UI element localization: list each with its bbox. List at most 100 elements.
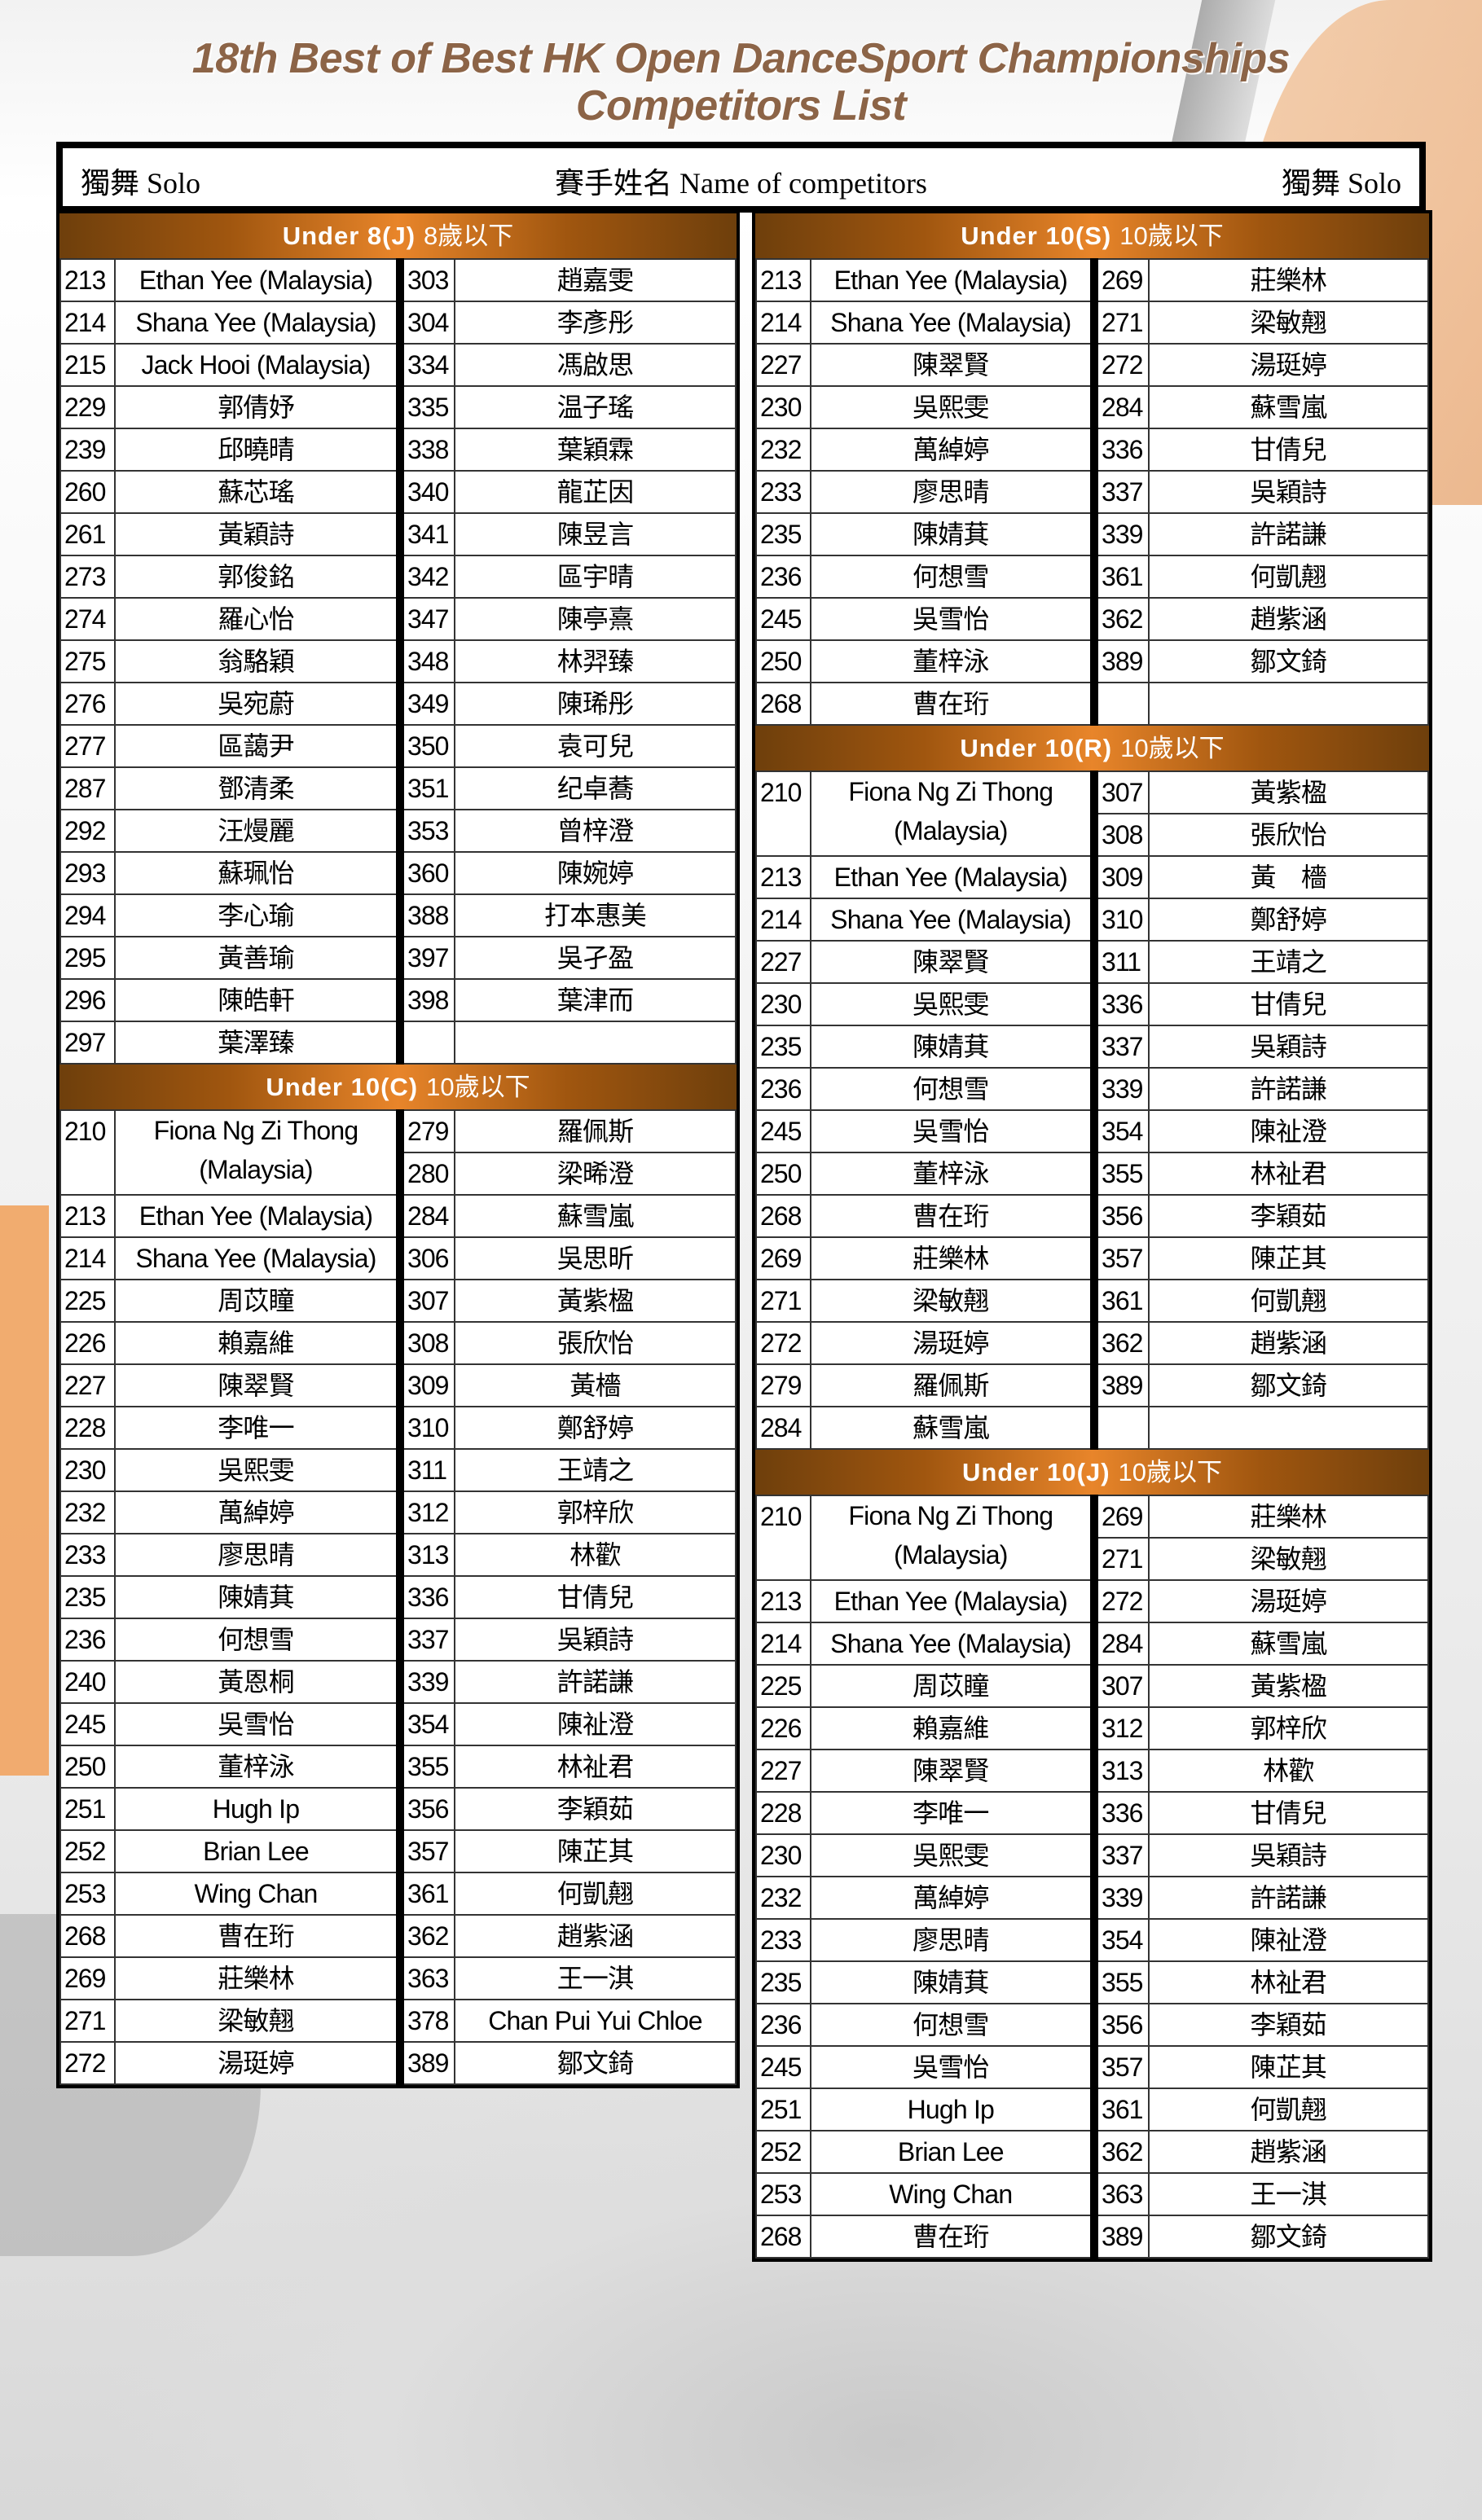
competitor-name: 吳熙雯 <box>809 1833 1099 1877</box>
table-row: 213 Ethan Yee (Malaysia) 272 湯珽婷 <box>755 1579 1430 1623</box>
competitor-number: 357 <box>1093 1236 1150 1280</box>
competitor-name: 鄒文錡 <box>1147 2215 1430 2259</box>
competitor-name: Shana Yee (Malaysia) <box>113 1236 405 1280</box>
background-decoration <box>0 1205 407 1776</box>
competitor-number: 354 <box>1093 1918 1150 1962</box>
competitor-name: 黃紫楹 <box>454 1279 737 1323</box>
competitor-name: 王一淇 <box>1147 2172 1430 2216</box>
competitor-name: 梁敏翹 <box>1147 1537 1430 1581</box>
competitor-number: 225 <box>59 1279 116 1323</box>
table-row: 232 萬綽婷 312 郭梓欣 <box>59 1490 737 1534</box>
competitor-number: 245 <box>59 1702 116 1746</box>
competitor-number: 339 <box>1093 512 1150 556</box>
competitor-number: 279 <box>755 1363 811 1407</box>
competitor-number: 233 <box>755 1918 811 1962</box>
table-row: 250 董梓泳 355 林祉君 <box>59 1745 737 1789</box>
competitor-name: 郭梓欣 <box>1147 1706 1430 1750</box>
competitor-number: 336 <box>1093 982 1150 1026</box>
competitor-name: 曾梓澄 <box>454 809 737 853</box>
competitor-name: 湯珽婷 <box>809 1321 1099 1365</box>
table-row: 230 吳熙雯 284 蘇雪嵐 <box>755 385 1430 429</box>
competitor-number: 342 <box>399 555 455 599</box>
competitor-name: 鄭舒婷 <box>1147 898 1430 942</box>
competitor-name: 李唯一 <box>113 1406 405 1450</box>
competitor-name: 陳祉澄 <box>1147 1918 1430 1962</box>
competitor-name: 何想雪 <box>809 1067 1099 1111</box>
competitor-name: 吳孑盈 <box>454 936 737 980</box>
competitor-name: 董梓泳 <box>809 1152 1099 1196</box>
competitor-number: 334 <box>399 343 455 387</box>
table-row: 228 李唯一 336 甘倩兒 <box>755 1791 1430 1835</box>
table-row: 210 Fiona Ng Zi Thong (Malaysia) 307 黃紫楹 <box>755 770 1430 857</box>
competitor-number: 271 <box>755 1279 811 1323</box>
competitor-number: 260 <box>59 470 116 514</box>
competitor-name: 何凱翹 <box>454 1872 737 1916</box>
competitor-table: 213 Ethan Yee (Malaysia) 269 莊樂林 214 Shana Ye… <box>755 258 1430 726</box>
table-row: 296 陳皓軒 398 葉津而 <box>59 978 737 1022</box>
competitor-name: 羅佩斯 <box>454 1109 737 1153</box>
table-row: 235 陳婧萁 337 吳穎詩 <box>755 1025 1430 1069</box>
competitor-number: 272 <box>59 2041 116 2085</box>
competitor-number: 232 <box>755 428 811 472</box>
table-row: 214 Shana Yee (Malaysia) 284 蘇雪嵐 <box>755 1622 1430 1666</box>
competitor-number: 269 <box>1093 258 1150 302</box>
competitor-number: 340 <box>399 470 455 514</box>
competitor-number: 226 <box>59 1321 116 1365</box>
competitor-number: 351 <box>399 766 455 810</box>
competitor-number: 306 <box>399 1236 455 1280</box>
competitor-number: 397 <box>399 936 455 980</box>
competitor-number: 307 <box>1093 1664 1150 1708</box>
table-row: 213 Ethan Yee (Malaysia) 309 黃 檣 <box>755 855 1430 899</box>
competitor-number: 272 <box>1093 1579 1150 1623</box>
competitor-number: 245 <box>755 597 811 641</box>
competitor-number: 311 <box>1093 940 1150 984</box>
section-header: Under 10(S) 10歲以下 <box>755 213 1429 258</box>
competitor-number: 233 <box>59 1533 116 1577</box>
competitor-name: 許諾謙 <box>1147 512 1430 556</box>
competitor-name: 廖思晴 <box>809 470 1099 514</box>
table-row: 273 郭俊銘 342 區宇晴 <box>59 555 737 599</box>
competitor-number: 235 <box>755 1960 811 2004</box>
competitor-name: Fiona Ng Zi Thong (Malaysia) <box>809 770 1099 857</box>
competitor-name: 黃紫楹 <box>1147 770 1430 814</box>
competitor-number: 293 <box>59 851 116 895</box>
competitor-number: 240 <box>59 1660 116 1704</box>
competitor-number: 280 <box>399 1152 455 1196</box>
competitor-name: 何想雪 <box>113 1618 405 1662</box>
competitor-name: 林祉君 <box>1147 1960 1430 2004</box>
competitor-name: 湯珽婷 <box>113 2041 405 2085</box>
table-row: 235 陳婧萁 339 許諾謙 <box>755 512 1430 556</box>
table-row: 214 Shana Yee (Malaysia) 271 梁敏翹 <box>755 301 1430 345</box>
competitor-number: 312 <box>1093 1706 1150 1750</box>
competitor-number: 350 <box>399 724 455 768</box>
competitor-number: 213 <box>59 258 116 302</box>
competitor-name: 鄧清柔 <box>113 766 405 810</box>
table-row: 210 Fiona Ng Zi Thong (Malaysia) 269 莊樂林 <box>755 1495 1430 1581</box>
competitor-number: 356 <box>399 1787 455 1831</box>
competitor-number: 354 <box>1093 1109 1150 1153</box>
table-row: 235 陳婧萁 336 甘倩兒 <box>59 1575 737 1619</box>
competitor-number: 362 <box>1093 2130 1150 2174</box>
competitor-name: 林羿臻 <box>454 639 737 683</box>
competitor-number: 348 <box>399 639 455 683</box>
competitor-number: 239 <box>59 428 116 472</box>
competitor-number: 378 <box>399 1999 455 2043</box>
competitor-name: Hugh Ip <box>809 2088 1099 2131</box>
table-row: 230 吳熙雯 336 甘倩兒 <box>755 982 1430 1026</box>
competitor-name: 趙紫涵 <box>1147 1321 1430 1365</box>
table-row: 308 張欣怡 <box>756 813 1430 857</box>
competitor-number: 250 <box>755 639 811 683</box>
competitor-name: 許諾謙 <box>454 1660 737 1704</box>
competitor-name: 王靖之 <box>454 1448 737 1492</box>
competitor-name: 林歡 <box>454 1533 737 1577</box>
competitor-number: 389 <box>399 2041 455 2085</box>
competitor-name: Hugh Ip <box>113 1787 405 1831</box>
competitor-number: 339 <box>399 1660 455 1704</box>
competitor-name: 郭倩妤 <box>113 385 405 429</box>
competitor-name: 王一淇 <box>454 1956 737 2000</box>
competitor-number: 252 <box>59 1829 116 1873</box>
competitor-number: 235 <box>59 1575 116 1619</box>
competitor-name: 陳翠賢 <box>809 343 1099 387</box>
table-row: 271 梁敏翹 <box>756 1537 1430 1581</box>
competitor-number: 253 <box>755 2172 811 2216</box>
